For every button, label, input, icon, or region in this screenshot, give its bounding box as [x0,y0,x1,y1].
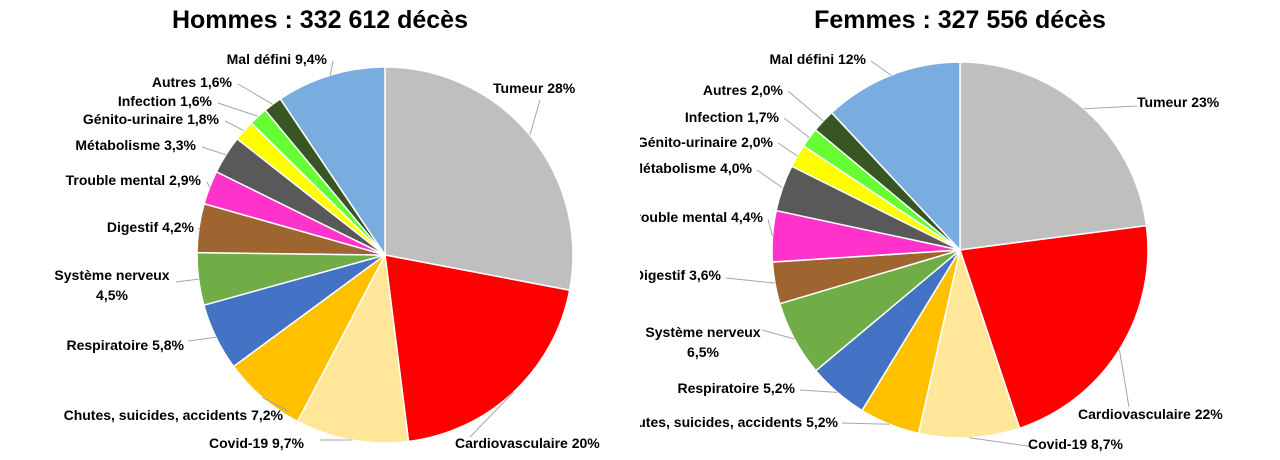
men-label-metabolisme: Métabolisme 3,3% [75,137,196,153]
men-label-autres: Autres 1,6% [152,74,233,90]
men-label-infection: Infection 1,6% [118,93,213,109]
women-leader-trouble-mental [767,218,773,237]
men-label-respiratoire: Respiratoire 5,8% [67,337,185,353]
men-leader-digestif [197,227,200,230]
women-leader-digestif [725,277,775,284]
men-leader-systeme-nerveux [175,278,199,283]
women-label-systeme-nerveux: Système nerveux 6,5% [645,324,760,360]
women-label-respiratoire: Respiratoire 5,2% [678,380,796,396]
women-label-digestif: Digestif 3,6% [640,267,722,283]
women-leader-genito-urinaire [777,142,798,157]
pie-chart-women: Femmes : 327 556 décès Tumeur 23% Cardiov… [640,0,1280,460]
men-label-digestif: Digestif 4,2% [107,219,195,235]
men-leader-respiratoire [187,336,216,342]
men-label-mal-defini: Mal défini 9,4% [227,51,328,67]
women-leader-systeme-nerveux [761,329,795,340]
women-slice-tumeur [959,61,1148,251]
women-leader-covid-19 [969,437,1036,448]
men-label-genito-urinaire: Génito-urinaire 1,8% [83,111,220,127]
chart-title-women: Femmes : 327 556 décès [814,6,1106,34]
women-slice-mal-defini [830,61,961,252]
women-leader-metabolisme [756,169,783,189]
men-label-chutes-suicides-accidents: Chutes, suicides, accidents 7,2% [64,407,284,423]
women-label-tumeur: Tumeur 23% [1137,94,1220,110]
women-leader-infection [783,117,810,138]
men-slice-tumeur [384,66,574,292]
pie-women-svg: Tumeur 23% Cardiovasculaire 22% Covid-19 8… [640,51,1223,452]
women-leader-respiratoire [799,389,838,393]
women-leader-mal-defini [870,60,892,76]
chart-title-men: Hommes : 332 612 décès [171,6,468,34]
men-slice-mal-defini [279,66,386,258]
women-leader-tumeur [1083,105,1138,110]
women-label-cardiovasculaire: Cardiovasculaire 22% [1078,406,1223,422]
women-label-genito-urinaire: Génito-urinaire 2,0% [640,134,774,150]
men-leader-infection [217,102,259,117]
pie-chart-men: Hommes : 332 612 décès Tumeur 28% Cardiov… [54,6,600,451]
women-slice-cardiovasculaire [959,224,1149,430]
men-label-covid-19: Covid-19 9,7% [209,435,304,451]
women-leader-cardiovasculaire [1118,349,1130,408]
men-leader-trouble-mental [206,181,211,188]
men-leader-tumeur [529,99,541,136]
women-label-trouble-mental: Trouble mental 4,4% [640,209,764,225]
women-label-chutes-suicides-accidents: Chutes, suicides, accidents 5,2% [640,414,839,430]
men-label-systeme-nerveux: Système nerveux 4,5% [54,267,169,303]
men-leader-mal-defini [329,60,334,76]
men-leader-chutes-suicides-accidents [262,397,289,412]
men-leader-autres [237,83,273,105]
women-leader-chutes-suicides-accidents [841,422,890,425]
men-leader-metabolisme [201,146,227,156]
women-label-mal-defini: Mal défini 12% [770,51,867,67]
men-label-cardiovasculaire: Cardiovasculaire 20% [455,435,600,451]
men-label-trouble-mental: Trouble mental 2,9% [66,172,202,188]
men-label-tumeur: Tumeur 28% [493,80,576,96]
women-label-metabolisme: Métabolisme 4,0% [640,160,753,176]
men-leader-genito-urinaire [224,120,245,132]
men-slice-covid-19 [296,252,410,444]
women-leader-autres [787,90,824,122]
women-label-covid-19: Covid-19 8,7% [1028,436,1123,452]
women-label-infection: Infection 1,7% [685,109,780,125]
women-label-autres: Autres 2,0% [703,82,784,98]
men-leader-cardiovasculaire [469,391,515,438]
pie-men-svg: Tumeur 28% Cardiovasculaire 20% Covid-19 9… [54,51,600,451]
